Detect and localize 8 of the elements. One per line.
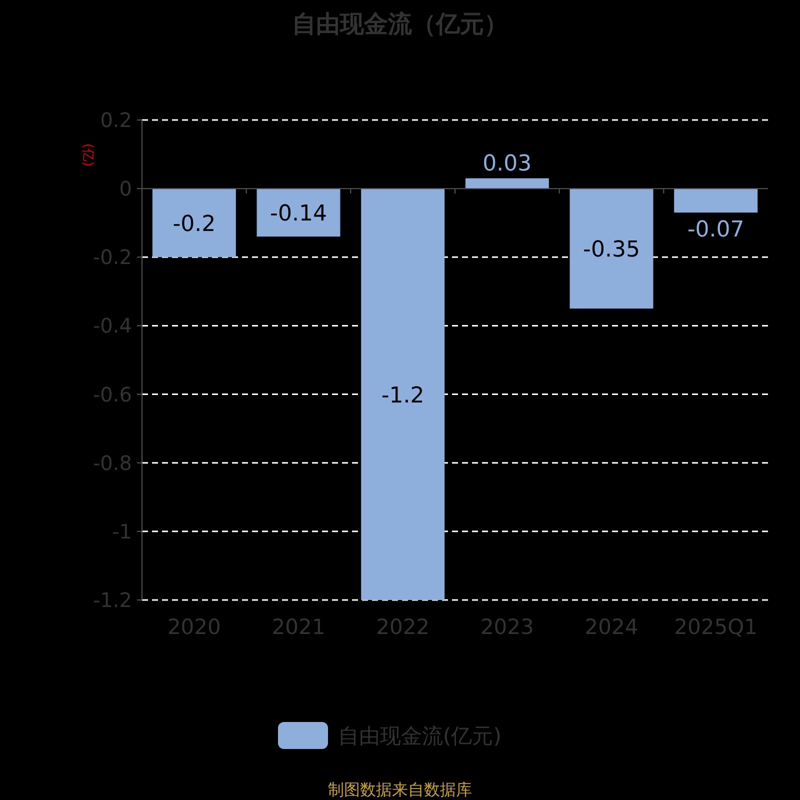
text: 制图数据来自数据库: [328, 780, 472, 799]
data-label: -0.07: [687, 218, 744, 243]
data-label: -0.35: [583, 238, 640, 263]
data-label: -0.2: [172, 212, 216, 237]
y-axis-title: (亿): [80, 143, 95, 167]
data-label: -1.2: [381, 383, 424, 408]
data-label: 0.03: [482, 151, 532, 176]
data-label: -0.14: [270, 202, 327, 227]
